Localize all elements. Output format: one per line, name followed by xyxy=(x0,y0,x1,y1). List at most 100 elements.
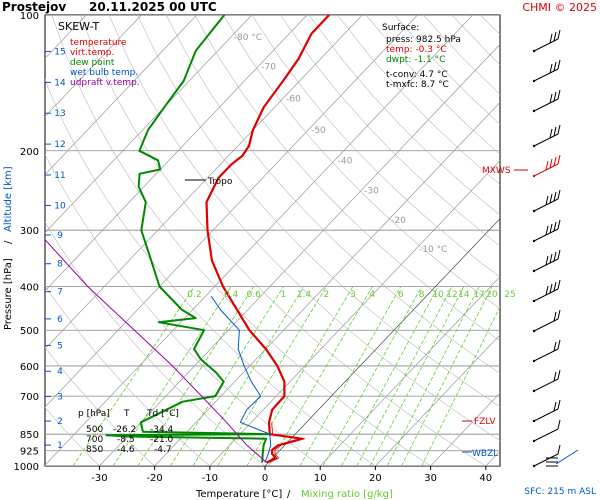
mixing-ratio-line xyxy=(386,286,480,466)
chart-grid xyxy=(44,14,600,467)
wind-barb xyxy=(532,339,561,363)
wind-barb xyxy=(532,189,561,213)
wind-barb-dot xyxy=(532,144,536,148)
wind-barb xyxy=(532,29,561,53)
wind-barb-dot xyxy=(532,79,536,83)
wind-barb xyxy=(532,249,561,273)
wind-barb-feather xyxy=(549,93,553,104)
wind-barb-dot xyxy=(532,109,536,113)
pressure-tick-label: 500 xyxy=(20,326,39,337)
wind-barb-feather xyxy=(545,160,549,171)
wind-barb-feather xyxy=(557,399,561,410)
x-tick-label: 10 xyxy=(314,473,327,484)
isotherm-label: -70 xyxy=(261,62,276,72)
wind-barb-dot xyxy=(532,49,536,53)
isotherm xyxy=(45,15,473,466)
wind-barb-feather xyxy=(553,251,557,262)
surface-dwpt: dwpt: -1.1 °C xyxy=(386,55,445,65)
legend-item-dew-point: dew point xyxy=(70,58,115,68)
series-line-dew-point xyxy=(105,15,271,463)
wind-barb-feather xyxy=(545,255,549,266)
x-tick-label: -10 xyxy=(202,473,218,484)
wind-barb-feather xyxy=(549,33,553,44)
isotherm xyxy=(319,276,500,466)
wind-barb-dot xyxy=(532,389,536,393)
table-header-td: Td [°C] xyxy=(146,409,179,419)
pressure-tick-label: 850 xyxy=(20,430,39,441)
table-cell: -26.2 xyxy=(113,425,136,435)
wind-barb-feather xyxy=(557,444,561,455)
pressure-tick-label: 925 xyxy=(20,447,39,458)
dry-adiabat xyxy=(45,78,376,466)
mixing-ratio-label: 10 xyxy=(432,290,444,300)
surface-info: Surface: press: 982.5 hPa temp: -0.3 °C … xyxy=(382,23,461,90)
mixing-ratio-label: 3 xyxy=(350,290,356,300)
pressure-tick-label: 700 xyxy=(20,392,39,403)
surface-title: Surface: xyxy=(382,23,419,33)
series-line-wet-bulb-temp xyxy=(210,295,272,463)
table-cell: 850 xyxy=(86,445,103,455)
km-tick-label: 5 xyxy=(57,341,63,351)
wind-barb-staff xyxy=(533,428,559,442)
surface-wind-vector xyxy=(555,449,579,465)
tropo-label: Tropo xyxy=(207,177,233,187)
wind-barb-feather xyxy=(549,253,553,264)
wind-barb-dot xyxy=(532,239,536,243)
mixing-ratio-line xyxy=(72,286,195,466)
mixing-ratio-line xyxy=(341,286,439,466)
mxws-label: MXWS xyxy=(482,166,511,176)
isotherm-label: -50 xyxy=(311,126,326,136)
x-tick-label: -30 xyxy=(91,473,107,484)
wind-barb-feather xyxy=(545,195,549,206)
wind-barb-feather xyxy=(553,156,557,167)
km-tick-label: 8 xyxy=(57,260,63,270)
legend-item-updraft: udpraft v.temp. xyxy=(70,78,140,88)
wind-barb-dot xyxy=(532,174,536,178)
wind-barb-feather xyxy=(557,59,561,70)
km-tick-label: 15 xyxy=(54,47,65,57)
mixing-ratio-line xyxy=(170,286,284,466)
sfc-altitude: SFC: 215 m ASL xyxy=(524,487,596,497)
dry-adiabat xyxy=(223,15,500,310)
isotherm xyxy=(209,160,500,466)
legend-title: SKEW-T xyxy=(58,20,100,33)
x-tick-label: 30 xyxy=(424,473,437,484)
mixing-ratio-label: 4 xyxy=(369,290,375,300)
isotherm xyxy=(264,218,500,466)
wbzl-label: WBZL xyxy=(472,449,498,459)
dry-adiabat xyxy=(538,15,600,466)
table-cell: -4.6 xyxy=(117,445,135,455)
fzlv-marker: FZLV xyxy=(462,417,496,427)
wind-barb xyxy=(532,399,561,423)
credit-text: CHMI © 2025 xyxy=(522,1,597,14)
mixing-ratio-label: 14 xyxy=(458,290,470,300)
wind-barb-feather xyxy=(553,126,557,137)
isotherm-label: -10 °C xyxy=(419,245,447,255)
legend-item-wet-bulb: wet bulb temp. xyxy=(70,68,138,78)
table-header-p: p [hPa] xyxy=(78,409,110,419)
y-axis-label: Pressure [hPa] / Altitude [km] xyxy=(3,166,14,330)
legend-item-virt-temp: virt.temp. xyxy=(70,48,114,58)
wind-barb-dot xyxy=(532,299,536,303)
ylabel-separator: / xyxy=(3,240,14,244)
mixing-ratio-line xyxy=(246,286,354,466)
mixing-ratio-label: 1 xyxy=(281,290,287,300)
mixing-ratio-label: 6 xyxy=(398,290,404,300)
legend-box: SKEW-T temperature virt.temp. dew point … xyxy=(58,20,140,88)
wind-barb-feather xyxy=(549,158,553,169)
table-cell: -21.0 xyxy=(150,435,174,445)
wind-barb-feather xyxy=(549,128,553,139)
dry-adiabat xyxy=(509,15,600,466)
km-tick-label: 6 xyxy=(57,315,63,325)
tropopause-marker: Tropo xyxy=(185,177,233,187)
isotherm-label: -20 xyxy=(391,216,406,226)
wind-barb-feather xyxy=(553,311,557,322)
wind-barbs xyxy=(532,29,579,468)
dry-adiabat xyxy=(280,15,500,247)
table-cell: -8.5 xyxy=(117,435,135,445)
dry-adiabat xyxy=(566,15,600,466)
wind-barb-feather xyxy=(557,29,561,40)
mixing-ratio-label: 25 xyxy=(504,290,515,300)
